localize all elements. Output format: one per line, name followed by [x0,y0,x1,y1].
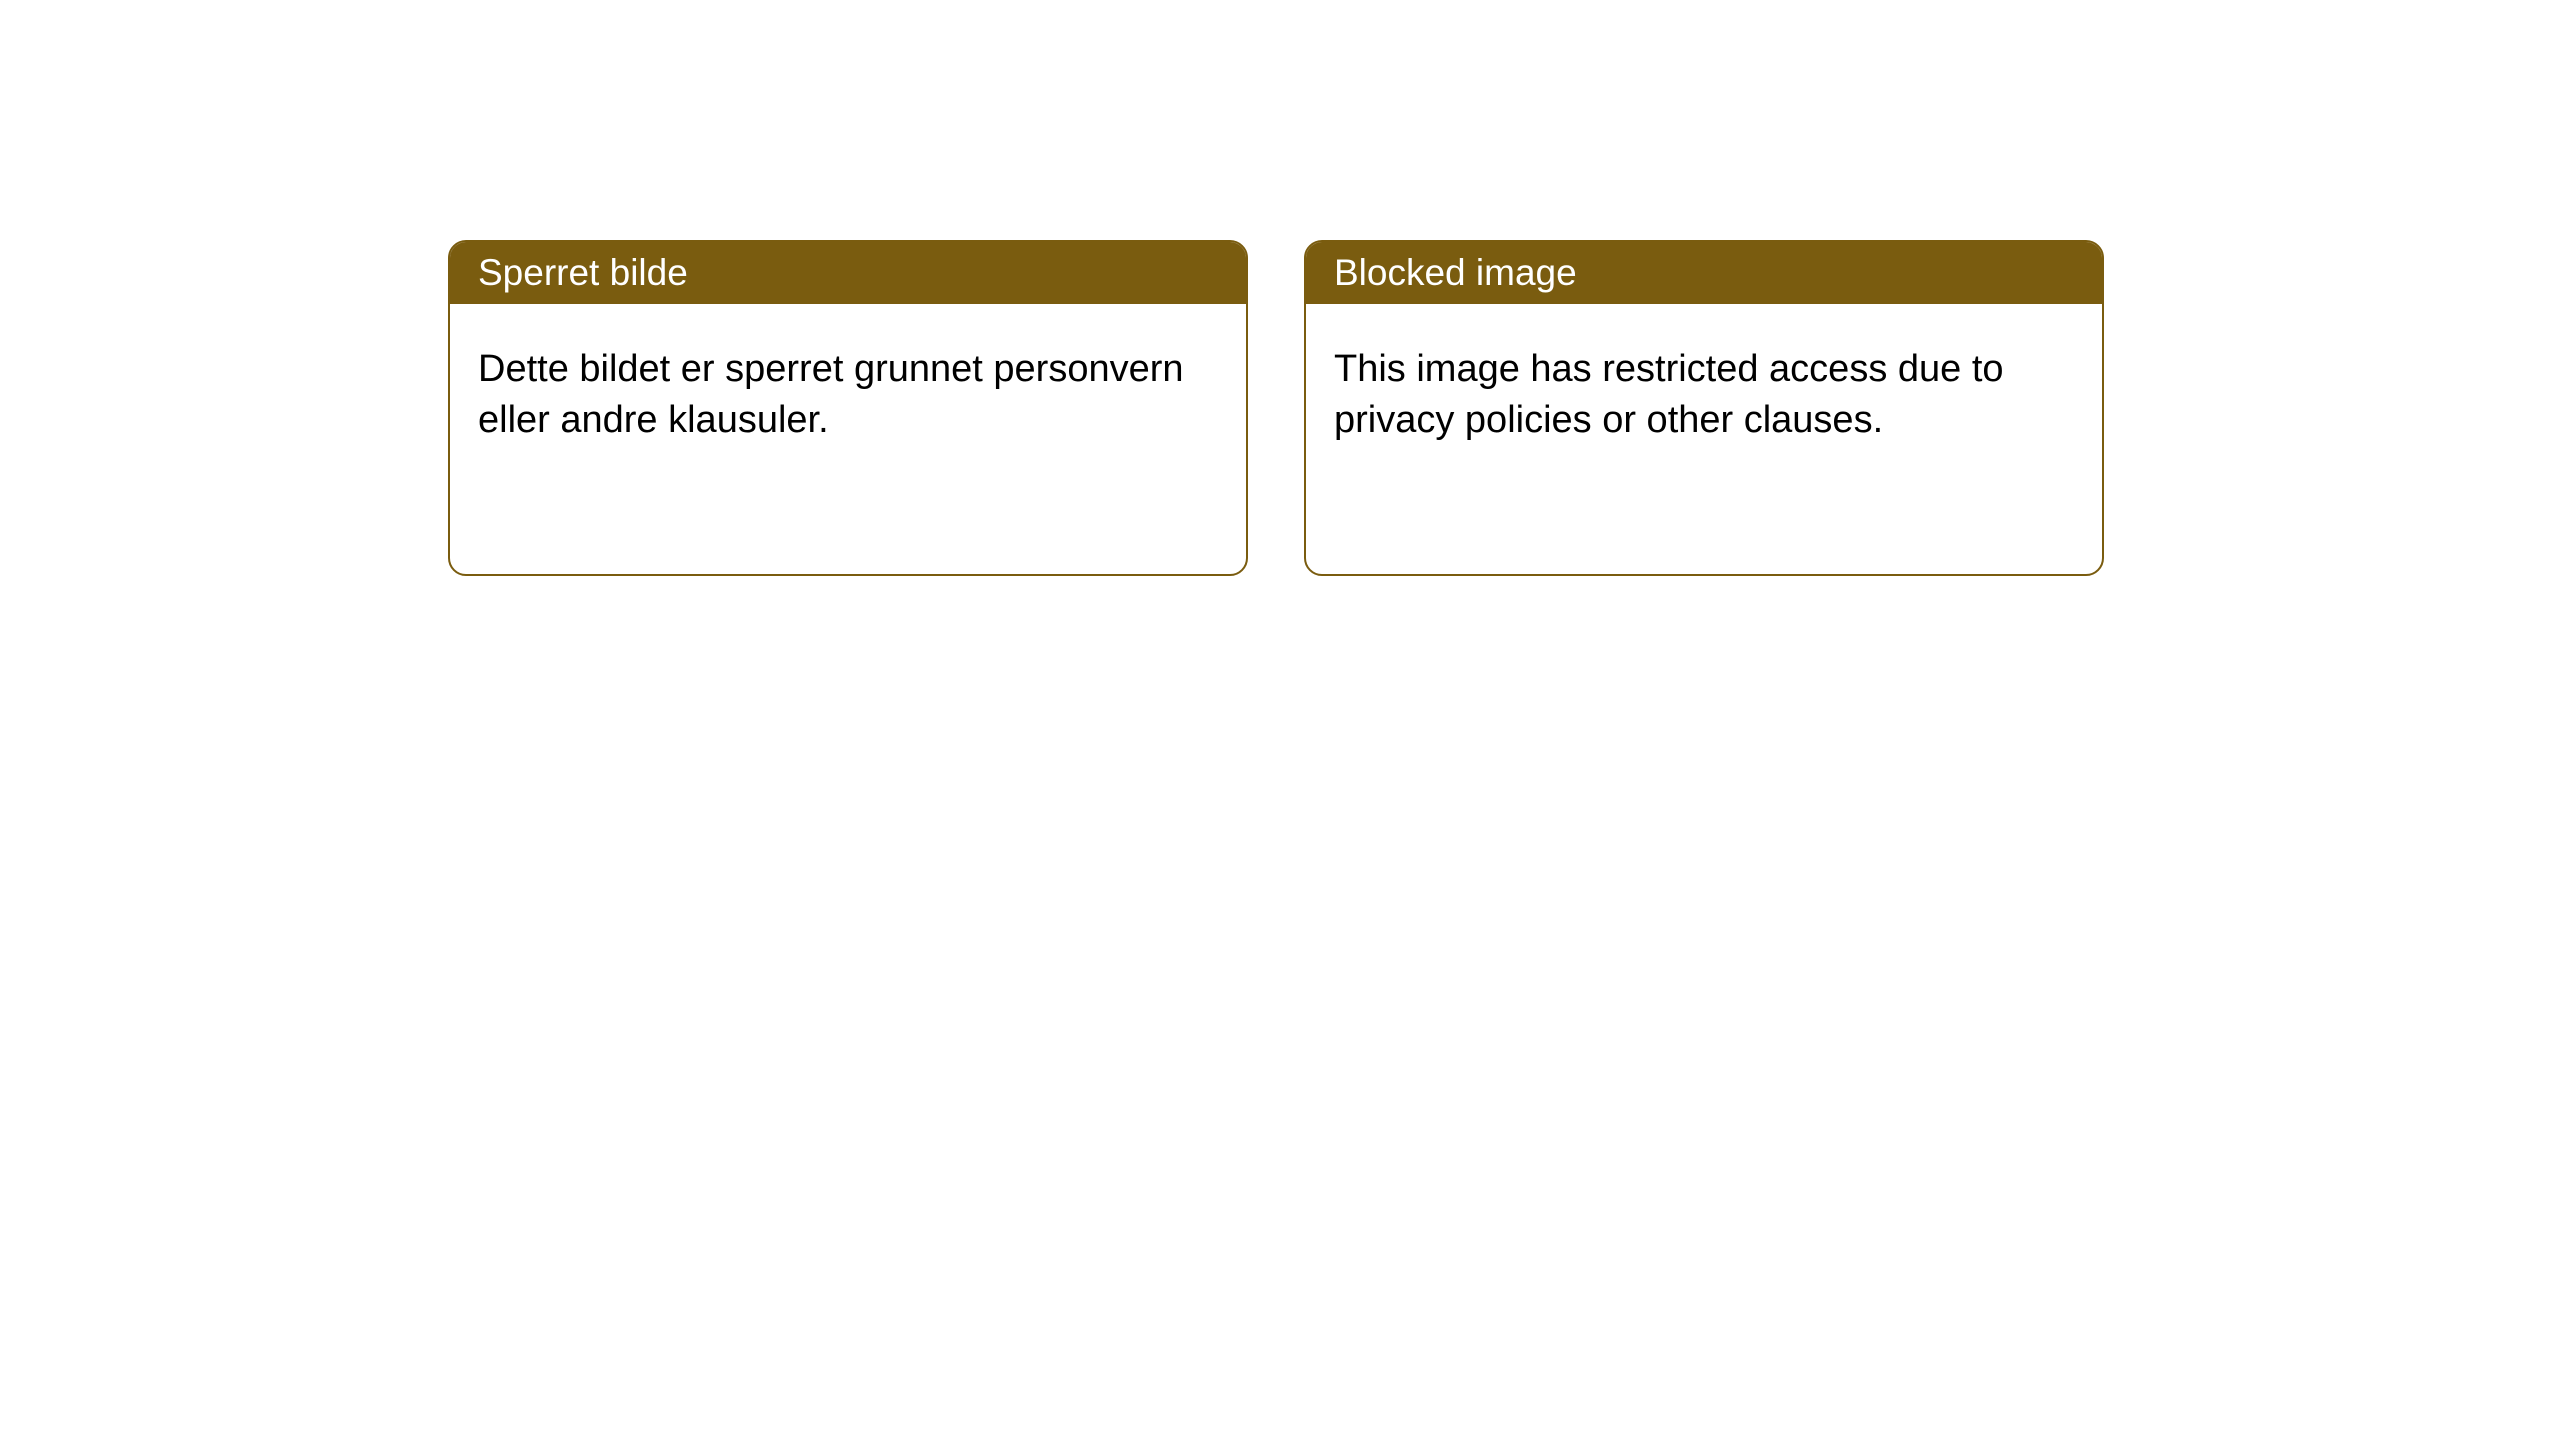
notice-card-header: Sperret bilde [450,242,1246,304]
notice-card-header: Blocked image [1306,242,2102,304]
notice-container: Sperret bilde Dette bildet er sperret gr… [448,240,2104,576]
notice-card-text: This image has restricted access due to … [1334,348,2004,441]
notice-card-english: Blocked image This image has restricted … [1304,240,2104,576]
notice-card-norwegian: Sperret bilde Dette bildet er sperret gr… [448,240,1248,576]
notice-card-body: Dette bildet er sperret grunnet personve… [450,304,1246,475]
notice-card-body: This image has restricted access due to … [1306,304,2102,475]
notice-card-text: Dette bildet er sperret grunnet personve… [478,348,1184,441]
notice-card-title: Blocked image [1334,252,1577,294]
notice-card-title: Sperret bilde [478,252,688,294]
